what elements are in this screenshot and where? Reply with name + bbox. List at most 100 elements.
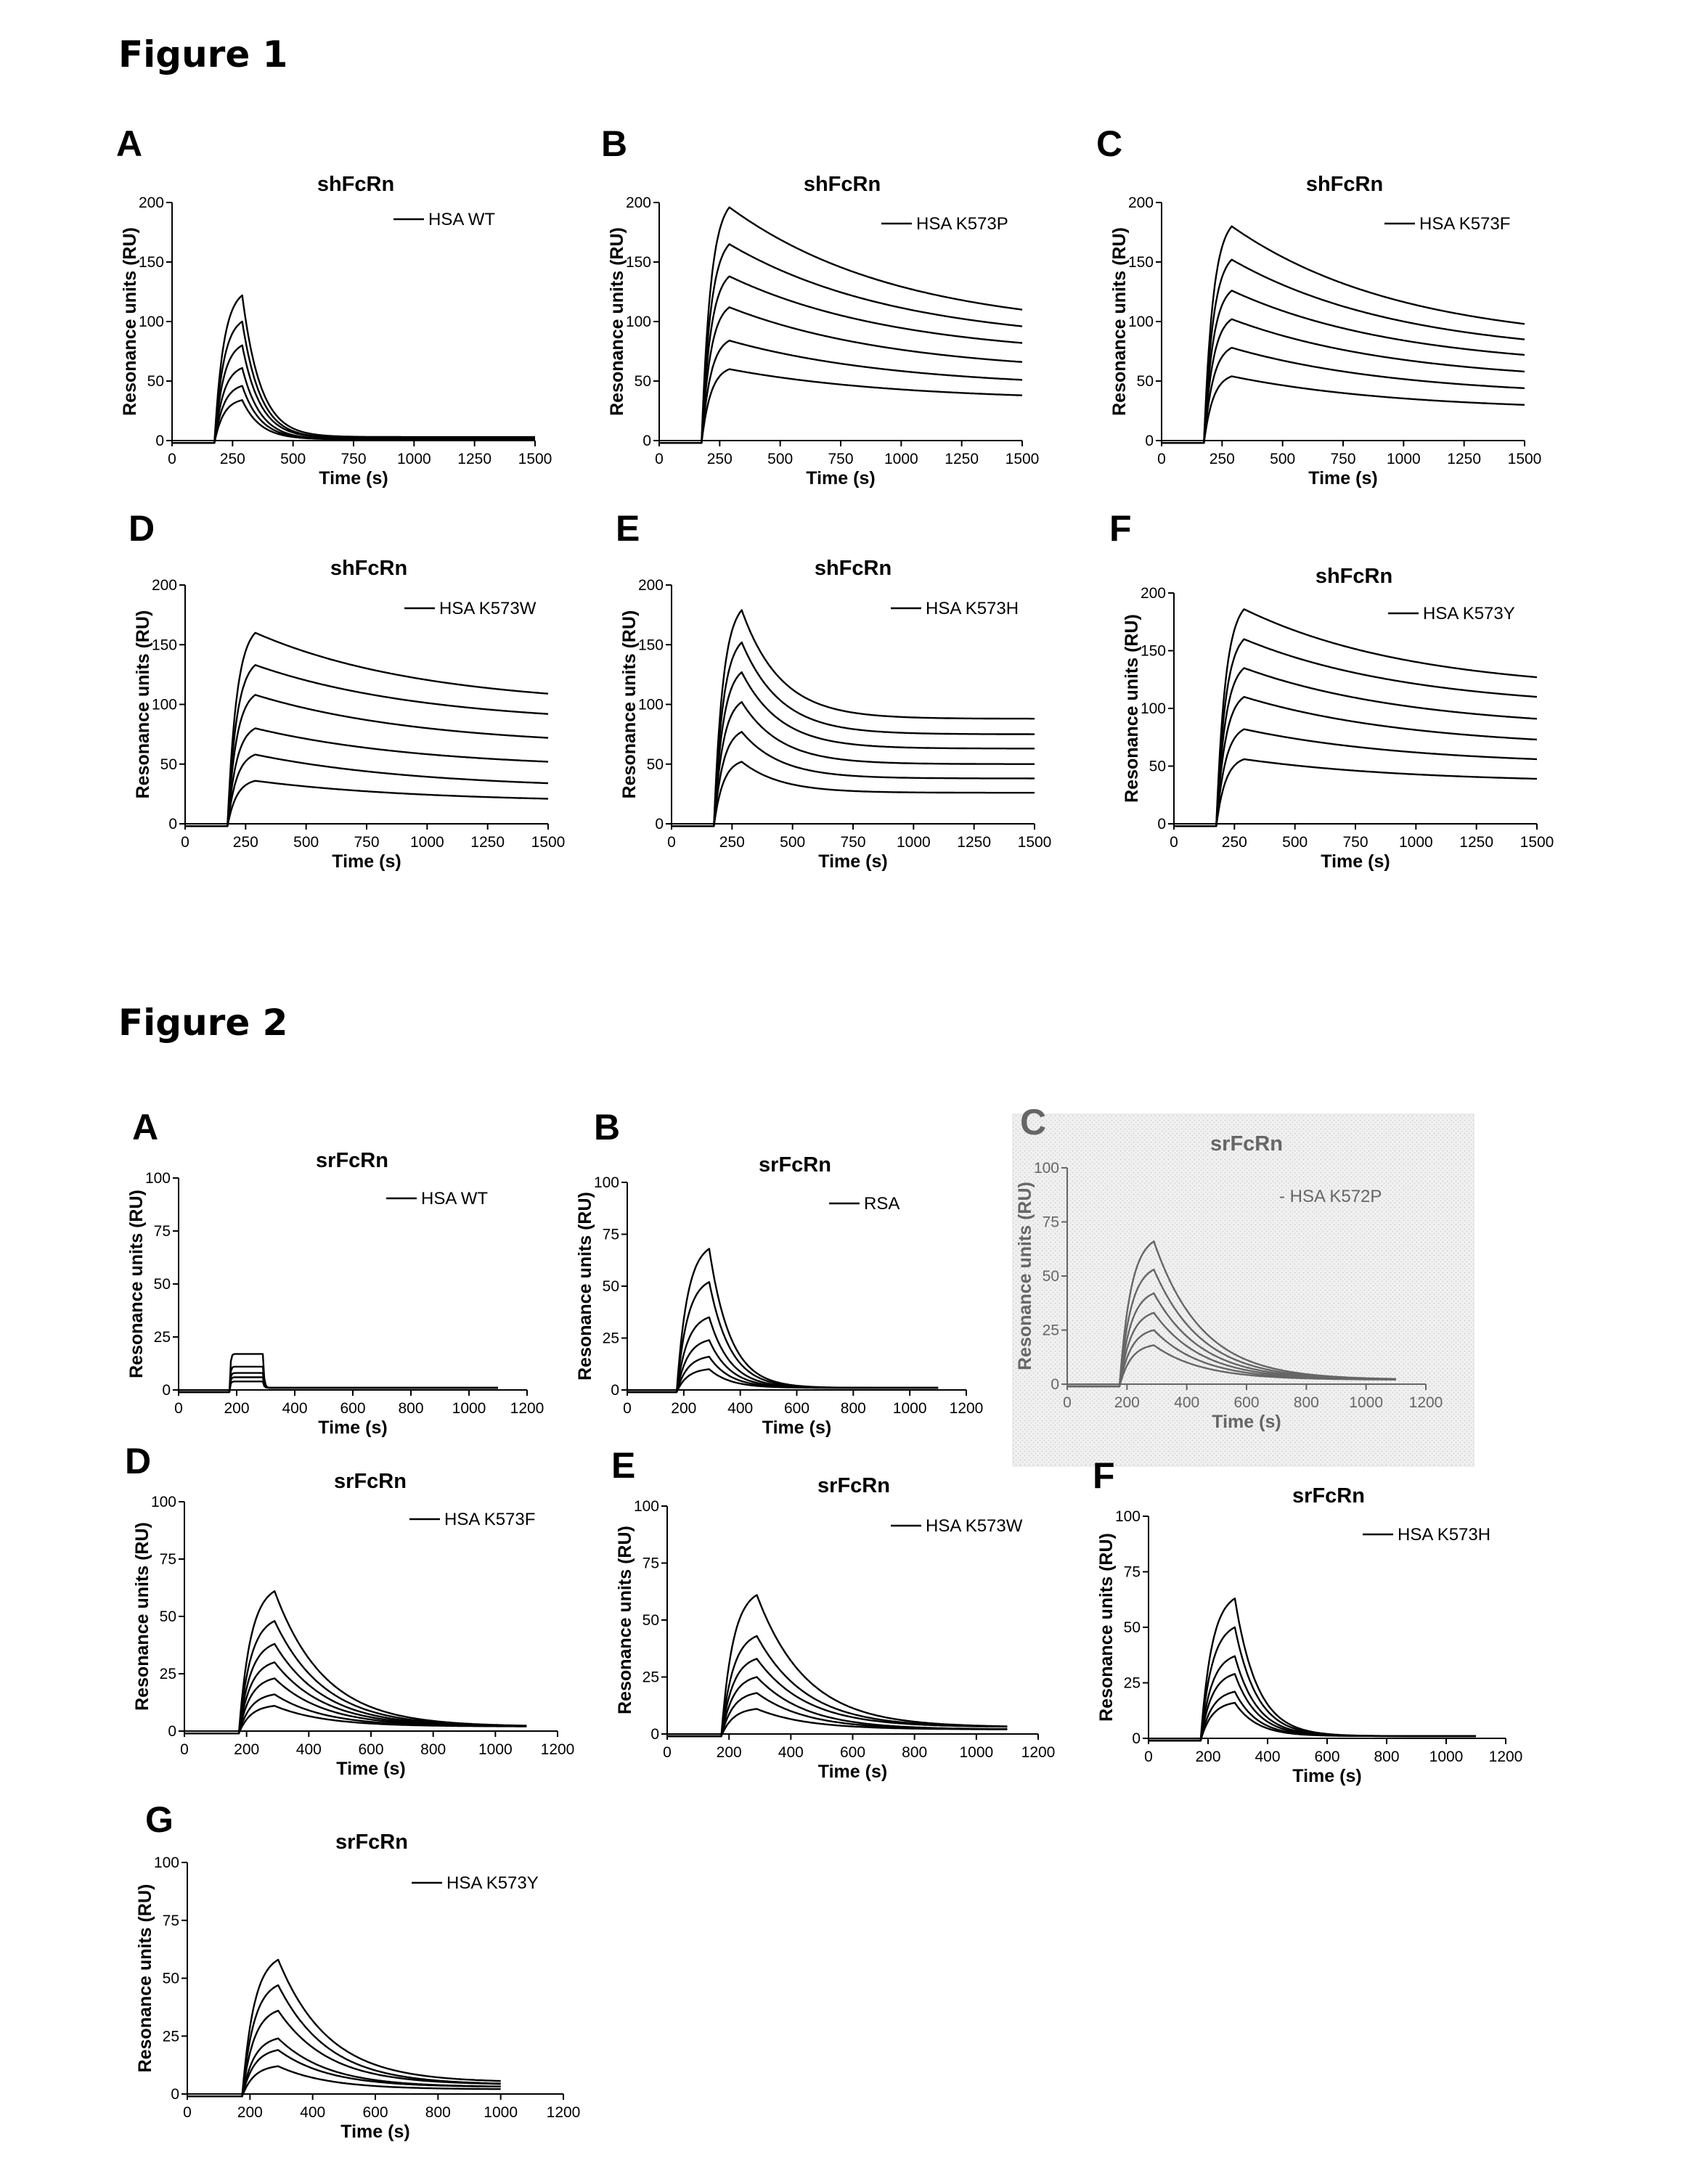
x-tick-label: 250 bbox=[707, 451, 733, 467]
curve-4 bbox=[187, 2038, 501, 2096]
x-tick-label: 1500 bbox=[518, 451, 552, 467]
y-tick-label: 150 bbox=[1141, 643, 1166, 660]
y-tick-label: 50 bbox=[647, 756, 664, 773]
y-tick-label: 100 bbox=[1141, 700, 1166, 717]
x-tick-label: 750 bbox=[340, 451, 366, 467]
chart-panel-figure2-g: GsrFcRn0255075100020040060080010001200Re… bbox=[135, 1799, 580, 2142]
curve-1 bbox=[184, 1591, 526, 1733]
x-tick-label: 750 bbox=[828, 451, 853, 467]
x-tick-label: 0 bbox=[180, 1741, 189, 1758]
y-tick-label: 0 bbox=[168, 816, 177, 833]
legend-label: HSA WT bbox=[428, 210, 495, 229]
curve-6 bbox=[1174, 759, 1537, 826]
y-axis-label: Resonance units (RU) bbox=[1015, 1182, 1035, 1370]
y-tick-label: 100 bbox=[151, 1494, 176, 1510]
y-tick-label: 100 bbox=[1128, 314, 1154, 330]
curve-1 bbox=[667, 1595, 1007, 1737]
legend-label: HSA WT bbox=[421, 1189, 488, 1208]
curve-4 bbox=[659, 307, 1022, 443]
y-tick-label: 0 bbox=[1132, 1730, 1141, 1747]
curve-2 bbox=[659, 244, 1022, 443]
chart-panel-figure2-f: FsrFcRn0255075100020040060080010001200Re… bbox=[1093, 1455, 1522, 1786]
curve-4 bbox=[1174, 697, 1537, 826]
curve-2 bbox=[187, 1985, 501, 2096]
x-tick-label: 1500 bbox=[1520, 834, 1554, 851]
x-tick-label: 0 bbox=[1157, 451, 1166, 467]
x-tick-label: 200 bbox=[1114, 1394, 1140, 1411]
chart-title: shFcRn bbox=[330, 557, 407, 580]
x-tick-label: 1000 bbox=[410, 834, 444, 851]
x-tick-label: 1250 bbox=[457, 451, 491, 467]
x-tick-label: 1500 bbox=[1508, 451, 1542, 467]
curve-5 bbox=[659, 340, 1022, 443]
x-tick-label: 0 bbox=[168, 451, 176, 467]
x-tick-label: 1250 bbox=[1459, 834, 1493, 851]
x-tick-label: 750 bbox=[840, 834, 865, 851]
curve-2 bbox=[1174, 639, 1537, 827]
x-tick-label: 800 bbox=[902, 1744, 927, 1761]
y-tick-label: 0 bbox=[1145, 433, 1154, 449]
y-tick-label: 50 bbox=[635, 373, 651, 390]
x-tick-label: 1200 bbox=[541, 1741, 575, 1758]
x-tick-label: 1000 bbox=[1349, 1394, 1383, 1411]
y-tick-label: 100 bbox=[1034, 1160, 1059, 1177]
x-tick-label: 400 bbox=[727, 1400, 753, 1417]
curve-2 bbox=[627, 1282, 938, 1392]
x-tick-label: 1200 bbox=[950, 1400, 984, 1417]
legend-label: HSA K573H bbox=[926, 599, 1019, 618]
x-tick-label: 250 bbox=[233, 834, 258, 851]
x-tick-label: 0 bbox=[623, 1400, 632, 1417]
curve-3 bbox=[1149, 1656, 1476, 1741]
x-tick-label: 800 bbox=[1294, 1394, 1319, 1411]
x-axis-label: Time (s) bbox=[318, 1418, 387, 1438]
y-axis-label: Resonance units (RU) bbox=[1096, 1533, 1117, 1722]
chart-panel-figure2-d: DsrFcRn0255075100020040060080010001200Re… bbox=[125, 1441, 574, 1779]
chart-title: srFcRn bbox=[334, 1470, 407, 1493]
panel-letter: E bbox=[611, 1445, 635, 1486]
x-tick-label: 1250 bbox=[470, 834, 505, 851]
chart-panel-figure1-f: FshFcRn050100150200025050075010001250150… bbox=[1109, 508, 1554, 872]
y-tick-label: 200 bbox=[638, 577, 664, 594]
chart-panel-figure2-e: EsrFcRn0255075100020040060080010001200Re… bbox=[611, 1445, 1055, 1782]
x-tick-label: 250 bbox=[1210, 451, 1235, 467]
x-tick-label: 800 bbox=[425, 2104, 451, 2121]
x-tick-label: 1250 bbox=[945, 451, 979, 467]
x-axis-label: Time (s) bbox=[806, 468, 875, 488]
y-tick-label: 50 bbox=[1043, 1268, 1059, 1285]
y-axis-label: Resonance units (RU) bbox=[133, 610, 153, 799]
x-tick-label: 600 bbox=[1314, 1749, 1339, 1765]
x-tick-label: 0 bbox=[663, 1744, 672, 1761]
x-tick-label: 1200 bbox=[547, 2104, 581, 2121]
y-tick-label: 100 bbox=[1115, 1508, 1141, 1525]
curve-5 bbox=[172, 386, 535, 443]
x-tick-label: 1200 bbox=[1021, 1744, 1056, 1761]
curve-6 bbox=[1149, 1703, 1476, 1741]
y-tick-label: 100 bbox=[626, 314, 651, 330]
x-tick-label: 1500 bbox=[531, 834, 566, 851]
x-axis-label: Time (s) bbox=[340, 2122, 409, 2142]
x-tick-label: 1250 bbox=[957, 834, 991, 851]
chart-title: srFcRn bbox=[1292, 1484, 1365, 1508]
curve-6 bbox=[659, 369, 1022, 443]
chart-title: shFcRn bbox=[815, 557, 892, 580]
y-tick-label: 75 bbox=[154, 1223, 171, 1240]
x-tick-label: 0 bbox=[1170, 834, 1178, 851]
x-tick-label: 750 bbox=[1330, 451, 1355, 467]
legend-label: RSA bbox=[864, 1194, 900, 1214]
x-axis-label: Time (s) bbox=[1292, 1766, 1361, 1786]
legend-label: HSA K573W bbox=[439, 599, 537, 618]
panel-letter: F bbox=[1109, 508, 1132, 549]
y-tick-label: 150 bbox=[1128, 254, 1154, 271]
x-axis-label: Time (s) bbox=[332, 851, 401, 872]
y-tick-label: 100 bbox=[145, 1170, 171, 1187]
x-tick-label: 250 bbox=[1222, 834, 1247, 851]
y-tick-label: 75 bbox=[603, 1227, 619, 1243]
panel-letter: D bbox=[129, 508, 155, 549]
x-tick-label: 0 bbox=[655, 451, 664, 467]
y-tick-label: 0 bbox=[168, 1723, 176, 1740]
x-tick-label: 1250 bbox=[1447, 451, 1481, 467]
y-tick-label: 25 bbox=[643, 1669, 659, 1686]
x-tick-label: 400 bbox=[1174, 1394, 1199, 1411]
curve-3 bbox=[627, 1317, 938, 1392]
y-tick-label: 150 bbox=[638, 637, 664, 653]
